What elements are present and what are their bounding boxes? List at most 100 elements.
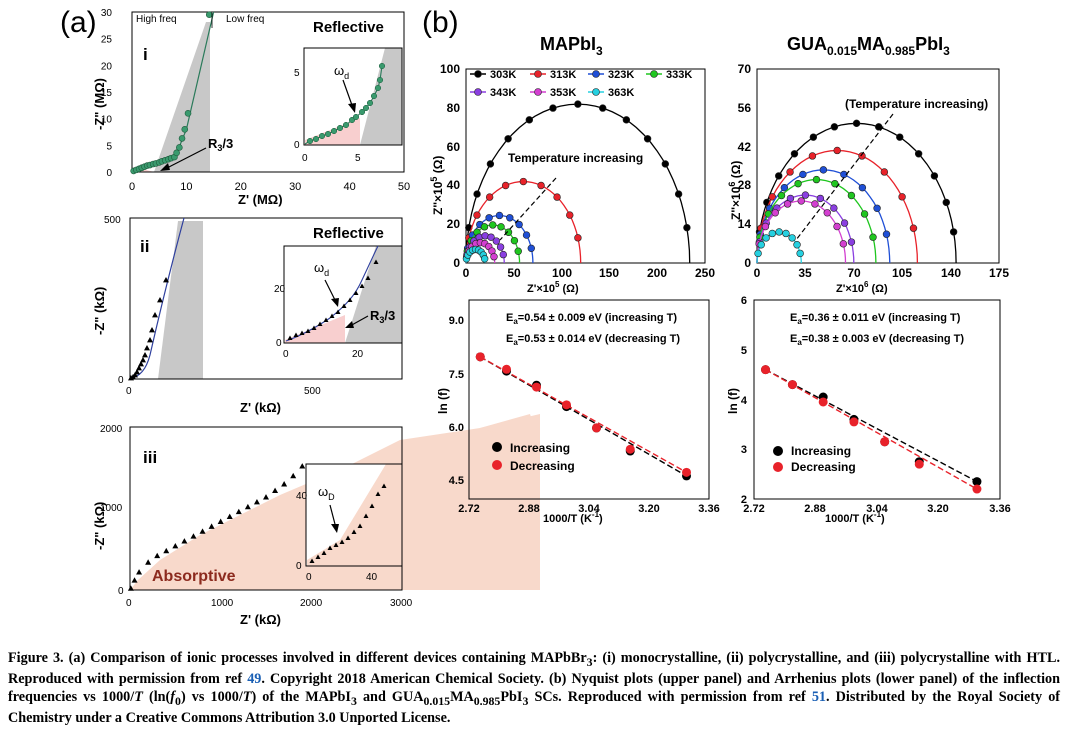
reflective-tag-ii: Reflective [313, 225, 384, 242]
legend-label-333K: 333K [666, 69, 692, 81]
plot-a-ii: ii 500 0 0 500 -Z" (kΩ) Z' (kΩ) Reflecti… [92, 215, 403, 415]
data-point-Decreasing [592, 423, 601, 433]
data-point [147, 337, 153, 343]
inset-point [287, 335, 293, 340]
data-point-Decreasing [625, 444, 635, 454]
svg-text:Increasing: Increasing [791, 444, 851, 458]
data-point-363K [793, 241, 801, 249]
data-point-303K [896, 133, 904, 141]
y-tick-label: 42 [738, 140, 752, 154]
data-point-363K [775, 228, 783, 236]
data-point [290, 472, 297, 479]
data-point-353K [783, 200, 792, 208]
svg-text:Z' (kΩ): Z' (kΩ) [240, 612, 281, 627]
data-point-343K [840, 219, 849, 227]
inset-point [299, 330, 305, 335]
svg-text:Ea=0.53 ± 0.014 eV (decreasing: Ea=0.53 ± 0.014 eV (decreasing T) [506, 333, 680, 347]
data-point-303K [549, 104, 557, 112]
data-point-323K [858, 183, 867, 192]
inset-point [345, 535, 351, 540]
data-point-353K [833, 222, 841, 231]
ref-link-51[interactable]: 51 [811, 689, 827, 706]
svg-text:2000: 2000 [100, 424, 123, 435]
data-point-323K [799, 170, 807, 179]
data-point-343K [801, 191, 810, 199]
inset-point [329, 313, 335, 318]
data-point-Decreasing [880, 437, 890, 447]
data-point-333K [504, 228, 513, 236]
y-tick-label: 0 [453, 256, 460, 270]
inset-point [347, 297, 353, 302]
inset-point [312, 135, 320, 143]
data-point-Decreasing [787, 380, 797, 390]
svg-text:0: 0 [126, 598, 132, 609]
data-point-323K [527, 244, 535, 253]
legend-label-343K: 343K [490, 87, 516, 99]
svg-text:0: 0 [296, 561, 302, 572]
inset-point [358, 108, 366, 116]
data-point-333K [777, 191, 786, 200]
legend-marker-343K [474, 88, 482, 96]
inset-point [353, 290, 359, 295]
x-tick-label: 3.20 [638, 503, 659, 515]
ref-link-49[interactable]: 49 [247, 671, 262, 688]
data-point-303K [809, 133, 818, 141]
data-point-323K [495, 211, 504, 220]
y-tick-label: 40 [447, 178, 461, 192]
data-point-363K [788, 234, 796, 242]
data-point-353K [839, 240, 848, 248]
y-tick-label: 0 [744, 256, 751, 270]
data-point-343K [499, 250, 508, 259]
svg-text:(Temperature increasing): (Temperature increasing) [845, 97, 988, 111]
data-point-303K [486, 160, 495, 168]
inset-point [365, 275, 371, 280]
data-point-353K [823, 209, 831, 217]
data-point-333K [831, 179, 839, 188]
svg-text:5: 5 [355, 153, 361, 164]
x-tick-label: 200 [647, 266, 667, 280]
data-point-313K [898, 193, 906, 201]
data-point [134, 369, 140, 375]
y-tick-label: 5 [106, 141, 112, 152]
plot-a-i: R3/3 i High freq Low freq Reflective 0 5 1… [92, 8, 410, 207]
y-tick-label: 30 [101, 8, 113, 19]
x-tick-label: 20 [235, 181, 247, 193]
data-point-363K [762, 234, 770, 242]
high-freq-label: High freq [136, 14, 177, 25]
x-tick-label: 50 [398, 181, 410, 193]
data-point [178, 135, 186, 142]
panel-label-b: (b) [422, 6, 459, 39]
region-grey [154, 22, 210, 172]
data-point-313K [553, 193, 561, 201]
data-point [226, 513, 233, 520]
reflective-tag: Reflective [313, 19, 384, 36]
inset-point [363, 513, 369, 518]
svg-text:Decreasing: Decreasing [510, 459, 575, 473]
nyquist-gua: (Temperature increasing) 0 35 70 105 140 175 0… [727, 62, 1009, 295]
data-point [299, 463, 306, 469]
data-point [131, 577, 138, 583]
legend-marker-353K [534, 88, 542, 96]
data-point [217, 518, 224, 524]
data-point-Decreasing [972, 484, 982, 494]
data-point-313K [880, 168, 889, 176]
inset-point [378, 62, 386, 70]
data-point-313K [519, 177, 528, 186]
data-point-Decreasing [849, 417, 859, 427]
svg-text:Increasing: Increasing [510, 441, 570, 455]
svg-text:0: 0 [294, 140, 300, 151]
inset-point [357, 523, 363, 528]
data-point [144, 345, 150, 351]
x-tick-label: 0 [129, 181, 135, 193]
svg-text:500: 500 [304, 386, 321, 397]
plot-a-iii: iii Absorptive 2000 1000 0 0 1000 2000 3… [92, 414, 540, 627]
data-point [173, 149, 180, 157]
data-point-353K [811, 200, 819, 208]
inset-point [311, 325, 317, 330]
y-tick-label: 28 [738, 178, 752, 192]
x-tick-label: 2.88 [804, 503, 825, 515]
data-point-313K [786, 168, 794, 176]
svg-text:40: 40 [366, 572, 378, 583]
inset-point [336, 124, 344, 132]
data-point-Decreasing [818, 397, 828, 407]
